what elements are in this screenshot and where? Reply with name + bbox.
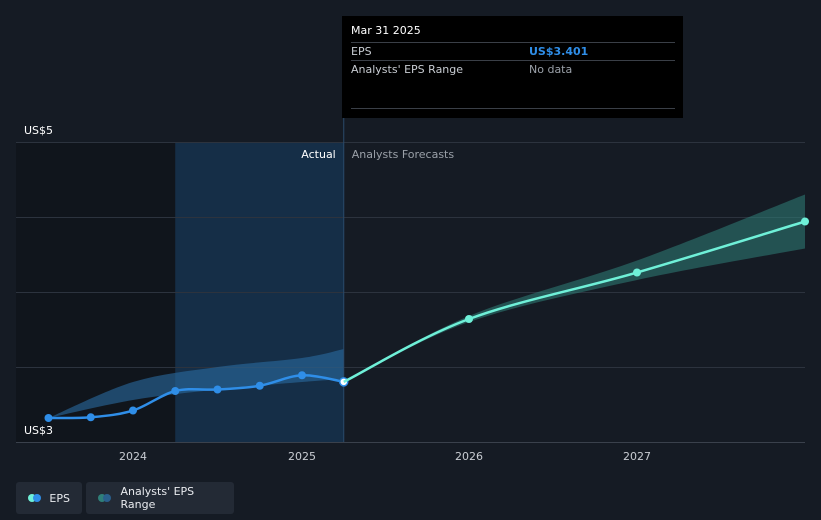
tooltip-date: Mar 31 2025	[351, 24, 421, 37]
actual-eps-point	[171, 387, 180, 395]
forecast-eps-point	[633, 268, 641, 277]
actual-eps-point	[86, 413, 95, 422]
tooltip-eps-label: EPS	[351, 45, 372, 58]
legend-eps-button[interactable]: EPS	[16, 482, 82, 514]
x-tick-label: 2024	[119, 450, 147, 463]
tooltip-range-row: Analysts' EPS Range No data	[351, 60, 675, 78]
tooltip-divider	[351, 108, 675, 109]
x-tick-label: 2026	[455, 450, 483, 463]
forecast-section-label: Analysts Forecasts	[352, 148, 455, 161]
eps-legend-icon	[28, 494, 41, 502]
actual-range-band	[48, 349, 344, 418]
eps-tooltip: Mar 31 2025 EPS US$3.401 Analysts' EPS R…	[342, 16, 683, 118]
actual-eps-point	[129, 406, 137, 415]
actual-eps-point	[298, 371, 306, 380]
forecast-eps-line	[343, 220, 806, 383]
forecast-eps-point	[801, 217, 809, 226]
tooltip-eps-row: EPS US$3.401	[351, 42, 675, 60]
tooltip-range-label: Analysts' EPS Range	[351, 63, 464, 76]
legend-range-label: Analysts' EPS Range	[120, 485, 195, 511]
actual-section-label: Actual	[301, 148, 335, 161]
legend-range-button[interactable]: Analysts' EPS Range	[86, 482, 234, 514]
y-tick-label: US$3	[24, 424, 53, 437]
range-legend-icon	[98, 494, 113, 502]
actual-eps-point	[255, 381, 264, 390]
y-tick-label: US$5	[24, 124, 53, 137]
legend-eps-label: EPS	[49, 491, 70, 505]
x-tick-label: 2025	[288, 450, 316, 463]
forecast-eps-point	[465, 315, 473, 323]
x-tick-label: 2027	[623, 450, 651, 463]
tooltip-eps-value: US$3.401	[529, 45, 589, 58]
actual-eps-point	[213, 385, 222, 394]
tooltip-range-value: No data	[529, 63, 573, 76]
actual-eps-point	[44, 414, 53, 422]
